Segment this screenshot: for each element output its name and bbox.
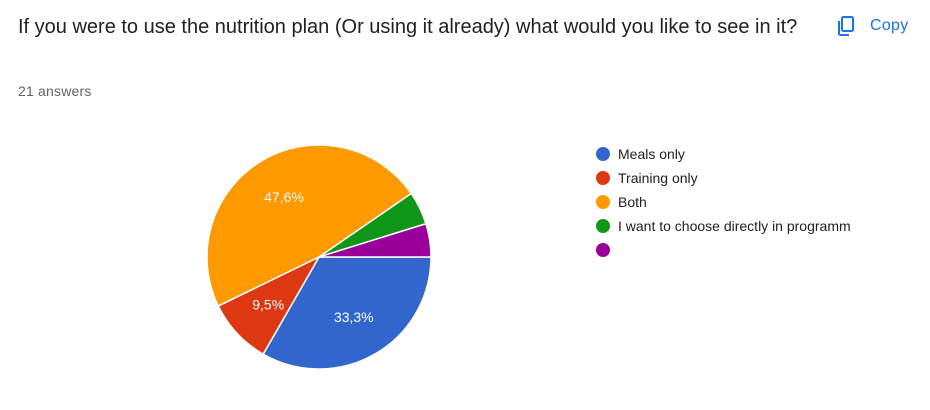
legend-label-0: Meals only	[618, 146, 685, 162]
legend-dot-2	[596, 195, 610, 209]
copy-button[interactable]: Copy	[826, 8, 917, 44]
legend-item-2[interactable]: Both	[596, 190, 851, 214]
question-title: If you were to use the nutrition plan (O…	[18, 16, 798, 38]
pie-label-1: 9,5%	[252, 296, 284, 312]
pie-slice-2[interactable]	[206, 144, 413, 307]
legend-item-3[interactable]: I want to choose directly in programm	[596, 214, 851, 238]
legend-item-0[interactable]: Meals only	[596, 142, 851, 166]
legend-item-4[interactable]	[596, 238, 851, 262]
legend-dot-4	[596, 243, 610, 257]
pie-slice-0[interactable]	[262, 256, 432, 370]
legend-dot-1	[596, 171, 610, 185]
legend-label-1: Training only	[618, 170, 698, 186]
copy-icon	[838, 16, 854, 36]
legend-item-1[interactable]: Training only	[596, 166, 851, 190]
copy-button-label: Copy	[870, 17, 909, 34]
pie-slice-4[interactable]	[318, 222, 432, 258]
pie-label-0: 33,3%	[334, 309, 374, 325]
legend-dot-3	[596, 219, 610, 233]
legend-label-3: I want to choose directly in programm	[618, 218, 851, 234]
legend-label-2: Both	[618, 194, 647, 210]
legend-dot-0	[596, 147, 610, 161]
pie-label-2: 47,6%	[264, 189, 304, 205]
legend: Meals only Training only Both I want to cho…	[596, 142, 851, 262]
answers-count: 21 answers	[18, 83, 92, 99]
